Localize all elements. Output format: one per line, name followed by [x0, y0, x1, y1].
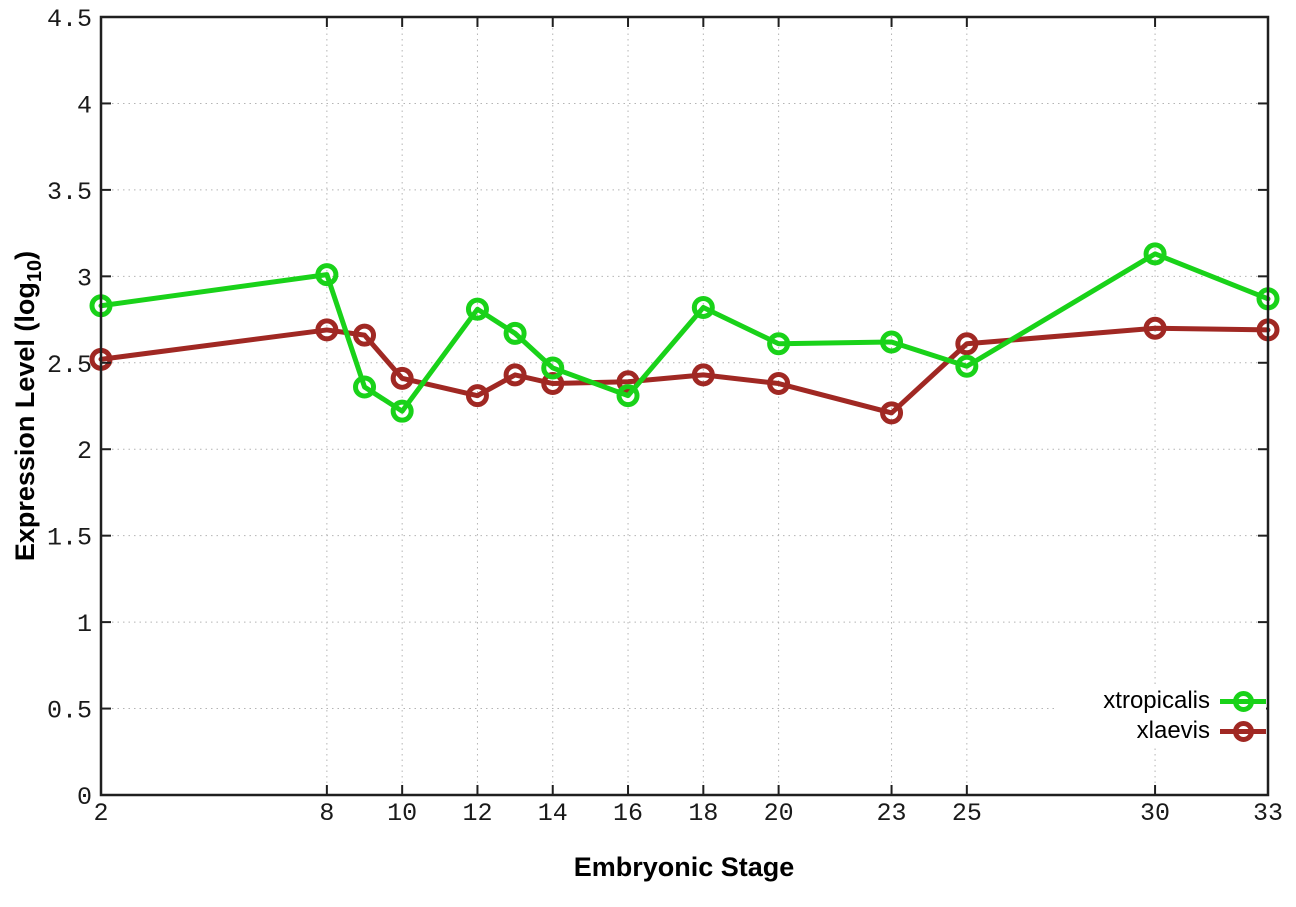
marker-xlaevis — [767, 372, 791, 396]
legend-marker-icon — [1232, 690, 1254, 712]
x-tick-label: 33 — [1253, 799, 1283, 828]
y-tick-label: 1.5 — [47, 524, 92, 553]
y-tick-label: 0 — [77, 783, 92, 812]
legend-sample-xlaevis — [1220, 719, 1266, 743]
y-axis-title: Expression Level (log10) — [10, 251, 46, 561]
y-tick-label: 2.5 — [47, 351, 92, 380]
marker-xtropicalis — [541, 356, 565, 380]
marker-xtropicalis — [503, 321, 527, 345]
x-tick-label: 30 — [1140, 799, 1170, 828]
legend: xtropicalis xlaevis — [1056, 686, 1266, 746]
grid-layer — [101, 17, 1268, 795]
legend-entry-xtropicalis: xtropicalis — [1056, 686, 1266, 716]
marker-xtropicalis — [315, 263, 339, 287]
marker-xtropicalis — [390, 399, 414, 423]
marker-xtropicalis — [691, 295, 715, 319]
marker-xlaevis — [503, 363, 527, 387]
series-line-xlaevis — [98, 325, 1271, 416]
x-tick-label: 10 — [387, 799, 417, 828]
marker-xlaevis — [465, 384, 489, 408]
y-axis-title-close: ) — [10, 251, 40, 260]
y-tick-label: 3 — [77, 264, 92, 293]
marker-xlaevis — [691, 363, 715, 387]
x-tick-label: 2 — [93, 799, 108, 828]
x-tick-label: 12 — [462, 799, 492, 828]
y-tick-label: 4.5 — [47, 5, 92, 34]
legend-entry-xlaevis: xlaevis — [1056, 716, 1266, 746]
y-tick-label: 4 — [77, 91, 92, 120]
x-tick-label: 25 — [952, 799, 982, 828]
x-tick-label: 20 — [764, 799, 794, 828]
marker-xlaevis — [390, 366, 414, 390]
x-tick-label: 14 — [538, 799, 568, 828]
y-tick-label: 1 — [77, 610, 92, 639]
marker-xlaevis — [353, 323, 377, 347]
marker-xtropicalis — [880, 330, 904, 354]
y-axis-title-main: Expression Level (log — [10, 282, 40, 561]
x-axis-title: Embryonic Stage — [574, 852, 795, 882]
axes-frame-layer — [99, 15, 1270, 797]
marker-xlaevis — [955, 332, 979, 356]
legend-label-xlaevis: xlaevis — [1136, 717, 1210, 744]
marker-xtropicalis — [767, 332, 791, 356]
plot-border — [99, 15, 1270, 797]
tick-labels-layer: 2 8 10 12 14 16 18 20 23 25 30 33 0 0.5 1 1.5 2 2.5 3 3.5 4 4… — [47, 5, 1283, 828]
marker-xlaevis — [880, 401, 904, 425]
x-tick-label: 8 — [319, 799, 334, 828]
y-tick-label: 0.5 — [47, 697, 92, 726]
marker-xlaevis — [315, 318, 339, 342]
legend-marker-icon — [1232, 720, 1254, 742]
y-tick-label: 2 — [77, 437, 92, 466]
marker-xtropicalis — [616, 384, 640, 408]
y-tick-label: 3.5 — [47, 178, 92, 207]
marker-xtropicalis — [1143, 242, 1167, 266]
marker-xlaevis — [1143, 316, 1167, 340]
legend-label-xtropicalis: xtropicalis — [1103, 687, 1210, 714]
marker-xtropicalis — [955, 354, 979, 378]
marker-xtropicalis — [353, 375, 377, 399]
x-tick-label: 16 — [613, 799, 643, 828]
x-tick-label: 18 — [688, 799, 718, 828]
marker-xtropicalis — [465, 297, 489, 321]
series-layer — [89, 242, 1280, 425]
legend-sample-xtropicalis — [1220, 689, 1266, 713]
y-axis-title-subscript: 10 — [24, 260, 46, 282]
x-tick-label: 23 — [877, 799, 907, 828]
